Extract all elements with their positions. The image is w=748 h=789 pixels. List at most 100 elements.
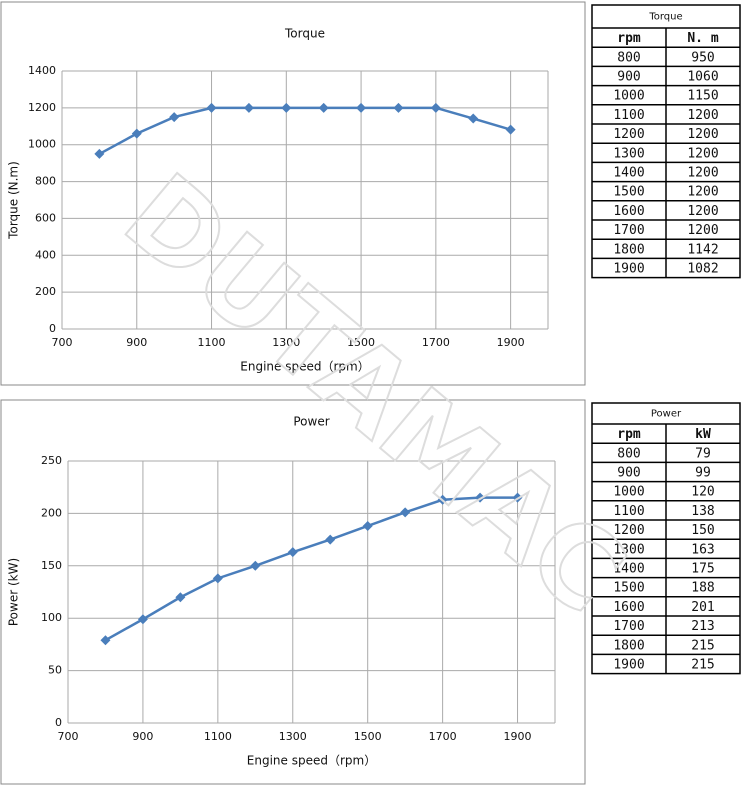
- table-cell: 800: [617, 50, 640, 65]
- table-header: kW: [695, 427, 711, 442]
- table-cell: 215: [691, 658, 714, 673]
- table-cell: 1082: [687, 262, 718, 277]
- point: [250, 560, 261, 571]
- y-axis-label: Torque (N.m): [7, 161, 21, 240]
- table-title: Torque: [648, 12, 682, 23]
- y-tick-label: 1000: [28, 138, 56, 151]
- y-axis-label: Power (kW): [7, 558, 21, 626]
- table-cell: 120: [691, 485, 714, 500]
- point: [362, 520, 373, 531]
- point: [206, 102, 217, 113]
- point: [356, 102, 367, 113]
- table-cell: 1200: [687, 185, 718, 200]
- table-cell: 1142: [687, 242, 718, 257]
- point: [512, 492, 523, 503]
- table-cell: 163: [691, 542, 714, 557]
- table-cell: 1900: [613, 658, 644, 673]
- y-tick-label: 250: [41, 454, 62, 467]
- table-cell: 950: [691, 50, 714, 65]
- table-header: rpm: [617, 31, 641, 46]
- y-tick-label: 0: [55, 716, 62, 729]
- x-tick-label: 1700: [429, 730, 457, 743]
- y-tick-label: 800: [35, 175, 56, 188]
- table-cell: 1200: [687, 166, 718, 181]
- point: [287, 547, 298, 558]
- y-tick-label: 50: [48, 664, 62, 677]
- table-cell: 1060: [687, 70, 718, 85]
- table-cell: 1400: [613, 562, 644, 577]
- table-cell: 1800: [613, 638, 644, 653]
- point: [475, 492, 486, 503]
- point: [169, 112, 180, 123]
- table-cell: 1400: [613, 166, 644, 181]
- x-tick-label: 900: [126, 336, 147, 349]
- y-tick-label: 0: [49, 322, 56, 335]
- x-tick-label: 1900: [504, 730, 532, 743]
- table-cell: 1200: [613, 523, 644, 538]
- x-tick-label: 1900: [497, 336, 525, 349]
- y-tick-label: 150: [41, 559, 62, 572]
- table-cell: 213: [691, 619, 714, 634]
- point: [430, 102, 441, 113]
- table-cell: 1600: [613, 204, 644, 219]
- x-tick-label: 1500: [354, 730, 382, 743]
- table-cell: 1100: [613, 504, 644, 519]
- table-cell: 79: [695, 446, 711, 461]
- table-cell: 188: [691, 581, 714, 596]
- chart-frame: [0, 1, 586, 386]
- table-header: N. m: [687, 31, 718, 46]
- y-tick-label: 1400: [28, 64, 56, 77]
- y-tick-label: 100: [41, 611, 62, 624]
- table-cell: 1000: [613, 89, 644, 104]
- x-tick-label: 900: [132, 730, 153, 743]
- table-cell: 1700: [613, 223, 644, 238]
- line: [104, 496, 518, 642]
- point: [400, 507, 411, 518]
- table-cell: 1300: [613, 146, 644, 161]
- line: [98, 106, 511, 156]
- table-cell: 1200: [613, 127, 644, 142]
- point: [393, 102, 404, 113]
- point: [325, 534, 336, 545]
- table-header: rpm: [617, 427, 641, 442]
- point: [505, 124, 516, 135]
- table-cell: 1800: [613, 242, 644, 257]
- point: [318, 102, 329, 113]
- point: [175, 592, 186, 603]
- point: [100, 635, 111, 646]
- table-cell: 800: [617, 446, 640, 461]
- table-cell: 150: [691, 523, 714, 538]
- table-title: Power: [651, 409, 682, 420]
- table-cell: 138: [691, 504, 714, 519]
- x-tick-label: 1700: [422, 336, 450, 349]
- table-cell: 1150: [687, 89, 718, 104]
- x-axis-label: Engine speed（rpm）: [247, 754, 376, 768]
- y-tick-label: 600: [35, 211, 56, 224]
- x-axis-label: Engine speed（rpm）: [240, 360, 369, 374]
- table-cell: 1500: [613, 581, 644, 596]
- point: [131, 128, 142, 139]
- table-cell: 175: [691, 562, 714, 577]
- point: [94, 148, 105, 159]
- table-cell: 1500: [613, 185, 644, 200]
- table-cell: 1200: [687, 146, 718, 161]
- table-cell: 900: [617, 70, 640, 85]
- table-cell: 201: [691, 600, 714, 615]
- y-tick-label: 200: [35, 285, 56, 298]
- x-tick-label: 1100: [204, 730, 232, 743]
- y-tick-label: 200: [41, 506, 62, 519]
- x-tick-label: 700: [58, 730, 79, 743]
- point: [281, 102, 292, 113]
- table-cell: 1700: [613, 619, 644, 634]
- point: [468, 113, 479, 124]
- table-cell: 1600: [613, 600, 644, 615]
- x-tick-label: 700: [52, 336, 73, 349]
- table-cell: 1900: [613, 262, 644, 277]
- table-cell: 1200: [687, 223, 718, 238]
- y-tick-label: 400: [35, 248, 56, 261]
- table-cell: 99: [695, 466, 711, 481]
- x-tick-label: 1300: [272, 336, 300, 349]
- table-cell: 1200: [687, 127, 718, 142]
- table-cell: 1300: [613, 542, 644, 557]
